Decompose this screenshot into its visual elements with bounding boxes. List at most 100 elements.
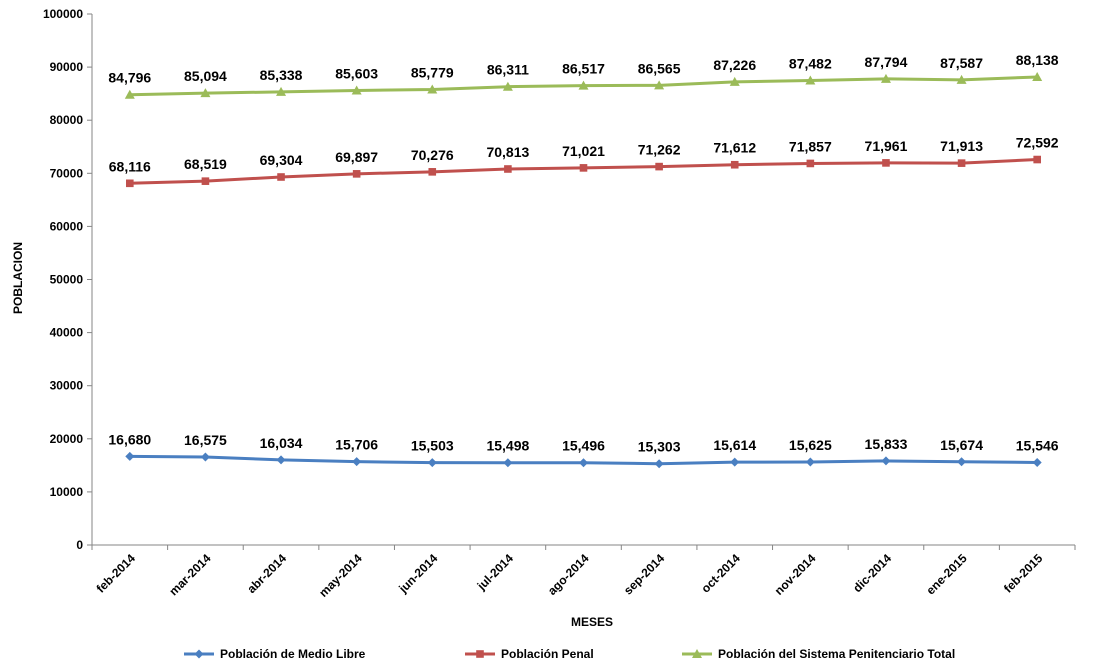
data-label: 15,498 (486, 438, 529, 454)
data-label: 85,603 (335, 65, 378, 81)
y-tick-label: 0 (76, 538, 83, 552)
legend-marker (692, 649, 702, 658)
data-point-1 (806, 159, 815, 168)
data-label: 86,565 (638, 60, 681, 76)
data-label: 16,680 (108, 431, 151, 447)
y-tick-label: 70000 (50, 166, 84, 180)
data-point-1 (352, 170, 361, 178)
data-point-0 (805, 457, 815, 467)
data-point-1 (201, 177, 210, 185)
data-point-2 (956, 74, 967, 84)
data-label: 68,116 (109, 158, 151, 174)
data-label: 85,338 (260, 67, 303, 83)
x-tick-label: jul-2014 (474, 551, 516, 593)
data-point-2 (880, 73, 891, 83)
data-label: 70,276 (411, 147, 454, 163)
data-point-0 (352, 457, 362, 467)
data-point-2 (124, 89, 135, 99)
x-tick-label: ene-2015 (923, 551, 969, 597)
data-point-2 (351, 85, 362, 95)
y-tick-label: 100000 (43, 7, 83, 21)
data-point-2 (805, 75, 816, 85)
data-point-0 (1032, 457, 1042, 467)
y-tick-label: 50000 (50, 273, 84, 287)
x-tick-label: may-2014 (316, 551, 365, 600)
data-label: 71,857 (789, 138, 832, 154)
data-point-1 (730, 160, 739, 169)
data-label: 87,794 (865, 54, 908, 70)
data-label: 15,625 (789, 437, 832, 453)
data-point-0 (579, 458, 588, 468)
legend-marker (194, 649, 204, 659)
data-point-0 (957, 457, 967, 467)
data-point-2 (578, 80, 589, 90)
data-point-0 (881, 456, 891, 466)
data-point-0 (730, 457, 740, 467)
data-point-0 (276, 455, 286, 465)
data-point-2 (1032, 71, 1043, 81)
data-point-2 (276, 86, 287, 96)
legend-marker (476, 650, 484, 658)
data-point-0 (427, 458, 437, 468)
data-point-1 (428, 168, 437, 176)
y-tick-label: 90000 (50, 60, 84, 74)
data-label: 15,546 (1016, 437, 1059, 453)
data-label: 15,706 (335, 437, 378, 453)
x-tick-label: feb-2014 (94, 551, 139, 596)
data-point-1 (126, 179, 134, 188)
data-point-2 (427, 84, 438, 94)
data-label: 72,592 (1016, 135, 1059, 151)
x-tick-label: feb-2015 (1001, 551, 1046, 596)
data-label: 87,226 (713, 57, 756, 73)
legend-label: Población del Sistema Penitenciario Tota… (718, 647, 955, 661)
data-label: 16,575 (184, 432, 227, 448)
data-label: 68,519 (184, 156, 227, 172)
data-label: 86,517 (562, 61, 605, 77)
data-point-1 (655, 162, 663, 171)
y-tick-label: 60000 (50, 219, 84, 233)
legend-label: Población Penal (501, 647, 594, 661)
x-tick-label: ago-2014 (545, 551, 592, 598)
data-point-1 (1033, 155, 1041, 164)
x-tick-label: abr-2014 (244, 551, 289, 596)
x-tick-label: nov-2014 (772, 551, 819, 598)
data-label: 15,303 (638, 439, 681, 455)
data-label: 15,614 (713, 437, 756, 453)
data-label: 71,961 (865, 138, 908, 154)
legend-label: Población de Medio Libre (220, 647, 366, 661)
data-label: 71,612 (713, 140, 756, 156)
data-label: 86,311 (487, 62, 529, 78)
data-label: 15,496 (562, 438, 605, 454)
data-label: 70,813 (486, 144, 529, 160)
x-tick-label: jun-2014 (395, 551, 440, 596)
data-label: 85,094 (184, 68, 227, 84)
data-label: 87,482 (789, 55, 832, 71)
data-label: 71,262 (638, 142, 681, 158)
y-tick-label: 20000 (50, 432, 84, 446)
x-tick-label: sep-2014 (621, 551, 667, 597)
x-axis-title: MESES (571, 615, 613, 629)
data-label: 71,021 (562, 143, 605, 159)
data-label: 69,304 (260, 152, 303, 168)
y-tick-label: 30000 (50, 379, 84, 393)
data-point-1 (579, 164, 588, 172)
data-point-2 (200, 88, 211, 98)
x-tick-label: oct-2014 (699, 551, 744, 596)
y-tick-label: 80000 (50, 113, 84, 127)
data-point-2 (729, 76, 740, 86)
data-point-1 (957, 159, 966, 167)
data-point-1 (277, 173, 285, 181)
data-label: 85,779 (411, 65, 454, 81)
data-label: 16,034 (260, 435, 303, 451)
data-label: 69,897 (335, 149, 378, 165)
y-tick-label: 40000 (50, 326, 84, 340)
data-label: 84,796 (108, 70, 151, 86)
data-label: 87,587 (940, 55, 983, 71)
data-point-0 (125, 451, 135, 461)
x-tick-label: mar-2014 (166, 551, 213, 598)
data-label: 71,913 (940, 138, 983, 154)
y-tick-label: 10000 (50, 485, 84, 499)
y-axis-title: POBLACION (11, 242, 25, 314)
